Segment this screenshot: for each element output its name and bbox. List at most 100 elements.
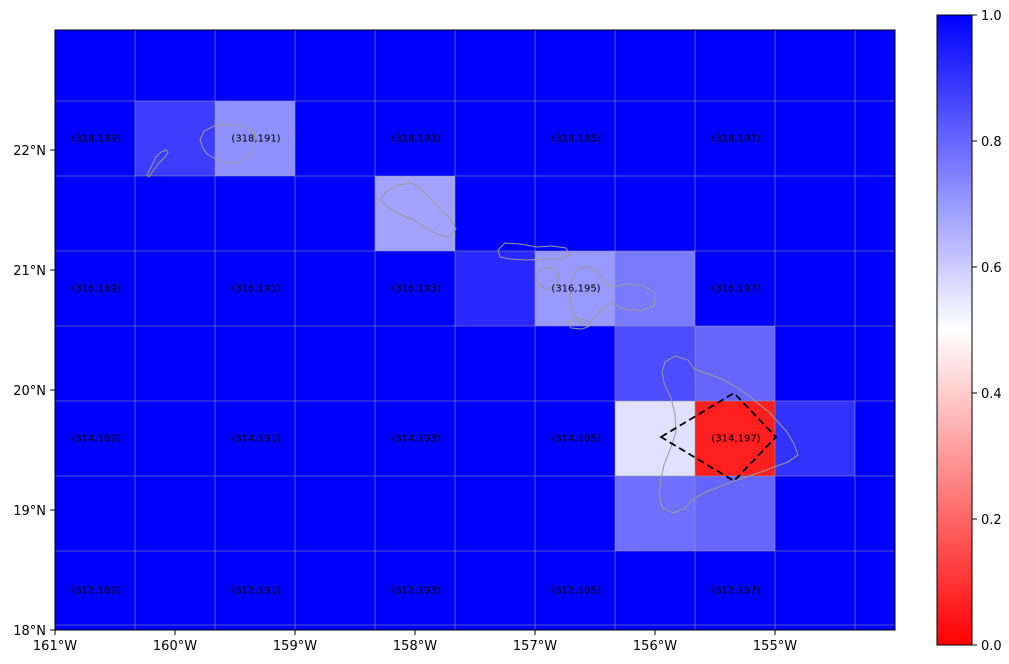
grid-cell bbox=[55, 551, 135, 630]
cell-label: (314,193) bbox=[391, 434, 440, 445]
grid-cell bbox=[295, 251, 375, 326]
grid-cell bbox=[135, 476, 215, 551]
grid-cell bbox=[135, 101, 215, 176]
grid-cell bbox=[215, 176, 295, 251]
x-tick-label: 155°W bbox=[753, 639, 797, 654]
cell-label: (312,189) bbox=[71, 586, 120, 597]
grid-cell bbox=[135, 30, 215, 101]
colorbar: 0.0 0.2 0.4 0.6 0.8 1.0 bbox=[936, 9, 1002, 654]
grid-cell bbox=[375, 30, 455, 101]
y-axis: 18°N 19°N 20°N 21°N 22°N bbox=[13, 144, 55, 639]
grid-cell bbox=[215, 401, 295, 476]
colorbar-gradient bbox=[936, 14, 973, 646]
grid-cell bbox=[695, 326, 775, 401]
grid-cell bbox=[615, 476, 695, 551]
gridlines bbox=[55, 30, 895, 630]
grid-cell bbox=[615, 30, 695, 101]
grid-cell bbox=[295, 551, 375, 630]
grid-cell bbox=[855, 30, 895, 101]
grid-cell bbox=[535, 176, 615, 251]
grid-cell bbox=[215, 251, 295, 326]
grid-cell bbox=[855, 326, 895, 401]
cell-label: (314,191) bbox=[231, 434, 280, 445]
grid-cell bbox=[295, 326, 375, 401]
grid-cell bbox=[55, 101, 135, 176]
grid-cells bbox=[55, 30, 895, 630]
cell-label: (312,195) bbox=[551, 586, 600, 597]
colorbar-tick-label: 0.6 bbox=[981, 261, 1002, 276]
island-niihau bbox=[146, 149, 169, 178]
cell-label: (312,197) bbox=[711, 586, 760, 597]
x-tick-label: 156°W bbox=[633, 639, 677, 654]
grid-cell bbox=[215, 326, 295, 401]
cell-labels: (318,189) (318,191) (318,193) (318,195) (318… bbox=[71, 134, 760, 597]
island-kauai bbox=[199, 123, 257, 164]
grid-cell bbox=[455, 326, 535, 401]
island-molokai bbox=[497, 242, 571, 261]
grid-cell bbox=[55, 176, 135, 251]
grid-cell bbox=[375, 251, 455, 326]
grid-cell bbox=[135, 176, 215, 251]
cell-label: (316,193) bbox=[391, 284, 440, 295]
cell-label: (314,197) bbox=[711, 434, 760, 445]
grid-cell bbox=[375, 476, 455, 551]
grid-cell bbox=[535, 476, 615, 551]
x-tick-label: 157°W bbox=[513, 639, 557, 654]
x-tick-label: 160°W bbox=[153, 639, 197, 654]
grid-cell bbox=[375, 401, 455, 476]
grid-cell bbox=[455, 251, 535, 326]
grid-cell bbox=[455, 176, 535, 251]
island-maui bbox=[569, 265, 657, 325]
cell-label: (312,193) bbox=[391, 586, 440, 597]
x-tick-label: 158°W bbox=[393, 639, 437, 654]
grid-cell bbox=[775, 30, 855, 101]
grid-cell bbox=[695, 176, 775, 251]
grid-cell bbox=[775, 251, 855, 326]
grid-cell bbox=[375, 326, 455, 401]
colorbar-tick-label: 1.0 bbox=[981, 9, 1002, 24]
grid-cell bbox=[135, 251, 215, 326]
grid-cell bbox=[615, 176, 695, 251]
grid-cell bbox=[455, 551, 535, 630]
colorbar-tick-label: 0.4 bbox=[981, 387, 1002, 402]
cell-label: (318,197) bbox=[711, 134, 760, 145]
grid-cell bbox=[215, 551, 295, 630]
grid-cell bbox=[455, 30, 535, 101]
grid-cell bbox=[375, 551, 455, 630]
cell-label: (316,195) bbox=[551, 284, 600, 295]
grid-cell bbox=[135, 551, 215, 630]
grid-cell bbox=[295, 101, 375, 176]
grid-cell bbox=[215, 30, 295, 101]
cell-label: (318,193) bbox=[391, 134, 440, 145]
x-tick-label: 159°W bbox=[273, 639, 317, 654]
grid-cell bbox=[295, 401, 375, 476]
grid-cell bbox=[615, 101, 695, 176]
grid-cell bbox=[135, 401, 215, 476]
y-tick-label: 22°N bbox=[13, 144, 46, 159]
colorbar-tick-label: 0.0 bbox=[981, 639, 1002, 654]
grid-cell bbox=[55, 401, 135, 476]
x-axis: 161°W 160°W 159°W 158°W 157°W 156°W 155°W bbox=[33, 630, 797, 654]
colorbar-tick-label: 0.2 bbox=[981, 513, 1002, 528]
grid-cell bbox=[55, 476, 135, 551]
island-oahu bbox=[379, 182, 457, 238]
grid-cell bbox=[535, 326, 615, 401]
y-tick-label: 19°N bbox=[13, 504, 46, 519]
grid-cell bbox=[855, 176, 895, 251]
grid-cell bbox=[775, 176, 855, 251]
grid-cell bbox=[295, 476, 375, 551]
cell-label: (318,189) bbox=[71, 134, 120, 145]
grid-cell bbox=[375, 176, 455, 251]
cell-label: (312,191) bbox=[231, 586, 280, 597]
grid-cell bbox=[695, 251, 775, 326]
grid-cell bbox=[55, 326, 135, 401]
cell-label: (318,191) bbox=[231, 134, 280, 145]
grid-cell bbox=[775, 476, 855, 551]
target-region-outline bbox=[659, 391, 778, 483]
grid-cell bbox=[695, 401, 775, 476]
island-kahoolawe bbox=[567, 317, 591, 330]
colorbar-ticks: 0.0 0.2 0.4 0.6 0.8 1.0 bbox=[972, 9, 1002, 654]
grid-cell bbox=[855, 101, 895, 176]
grid-cell bbox=[135, 326, 215, 401]
cell-label: (314,195) bbox=[551, 434, 600, 445]
